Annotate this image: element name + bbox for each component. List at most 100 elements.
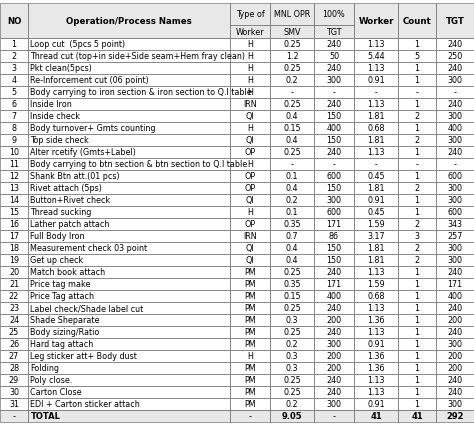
Text: 0.25: 0.25 (283, 64, 301, 73)
Bar (354, 147, 398, 158)
Bar (230, 374, 270, 386)
Bar (270, 135, 314, 147)
Bar (354, 183, 398, 195)
Bar (398, 51, 436, 63)
Text: -: - (374, 88, 377, 97)
Text: 0.25: 0.25 (283, 376, 301, 385)
Text: TGT: TGT (326, 28, 342, 37)
Bar (314, 338, 354, 350)
Text: 300: 300 (327, 400, 341, 409)
Bar (398, 242, 436, 254)
Text: H: H (247, 124, 253, 133)
Bar (314, 87, 354, 99)
Text: 13: 13 (9, 184, 19, 193)
Bar (436, 87, 474, 99)
Text: -: - (416, 88, 419, 97)
Bar (270, 39, 314, 51)
Text: 0.15: 0.15 (283, 124, 301, 133)
Text: H: H (247, 352, 253, 361)
Text: 2: 2 (414, 112, 419, 121)
Bar (314, 63, 354, 75)
Text: Alter rcetify (Gmts+Label): Alter rcetify (Gmts+Label) (30, 148, 137, 157)
Text: Body carrying to btn section & btn section to Q.I table: Body carrying to btn section & btn secti… (30, 160, 248, 169)
Bar (314, 266, 354, 278)
Bar (0, 302, 28, 314)
Bar (398, 302, 436, 314)
Bar (398, 4, 436, 39)
Bar (436, 195, 474, 207)
Text: 3: 3 (414, 232, 419, 241)
Text: Rivet attach (5ps): Rivet attach (5ps) (30, 184, 102, 193)
Text: 1: 1 (414, 400, 419, 409)
Bar (314, 170, 354, 183)
Bar (230, 254, 270, 266)
Text: 1: 1 (414, 172, 419, 181)
Text: 15: 15 (9, 208, 19, 217)
Bar (270, 147, 314, 158)
Text: 41: 41 (411, 412, 423, 420)
Text: 240: 240 (447, 376, 463, 385)
Text: 600: 600 (327, 208, 341, 217)
Bar (270, 314, 314, 326)
Text: 1.13: 1.13 (367, 100, 385, 109)
Bar (28, 207, 230, 219)
Bar (314, 207, 354, 219)
Bar (398, 410, 436, 422)
Bar (230, 219, 270, 230)
Text: 1: 1 (414, 208, 419, 217)
Bar (436, 302, 474, 314)
Bar (398, 99, 436, 111)
Text: 0.25: 0.25 (283, 388, 301, 397)
Text: Match book attach: Match book attach (30, 268, 106, 277)
Text: 0.45: 0.45 (367, 208, 385, 217)
Text: 1: 1 (414, 100, 419, 109)
Bar (0, 338, 28, 350)
Text: 0.68: 0.68 (367, 292, 385, 301)
Bar (398, 147, 436, 158)
Bar (270, 51, 314, 63)
Text: 240: 240 (327, 40, 342, 49)
Text: 400: 400 (327, 292, 341, 301)
Bar (0, 362, 28, 374)
Bar (28, 350, 230, 362)
Text: 300: 300 (447, 400, 463, 409)
Bar (436, 254, 474, 266)
Text: 16: 16 (9, 220, 19, 229)
Bar (398, 170, 436, 183)
Bar (354, 398, 398, 410)
Bar (230, 362, 270, 374)
Text: H: H (247, 40, 253, 49)
Bar (28, 314, 230, 326)
Text: QI: QI (246, 256, 255, 265)
Bar (354, 386, 398, 398)
Bar (314, 51, 354, 63)
Bar (314, 350, 354, 362)
Bar (314, 26, 354, 39)
Bar (354, 75, 398, 87)
Text: 400: 400 (327, 124, 341, 133)
Text: 150: 150 (327, 244, 342, 253)
Bar (398, 183, 436, 195)
Bar (28, 123, 230, 135)
Bar (354, 362, 398, 374)
Text: Button+Rivet check: Button+Rivet check (30, 196, 111, 205)
Bar (398, 75, 436, 87)
Text: -: - (12, 412, 16, 420)
Bar (314, 147, 354, 158)
Bar (0, 195, 28, 207)
Bar (270, 242, 314, 254)
Bar (0, 135, 28, 147)
Text: SMV: SMV (283, 28, 301, 37)
Bar (230, 87, 270, 99)
Text: QI: QI (246, 196, 255, 205)
Text: 300: 300 (447, 136, 463, 145)
Bar (270, 278, 314, 290)
Text: 1.59: 1.59 (367, 280, 385, 289)
Text: 240: 240 (327, 388, 342, 397)
Bar (354, 158, 398, 170)
Text: H: H (247, 88, 253, 97)
Bar (230, 123, 270, 135)
Text: 1: 1 (414, 196, 419, 205)
Bar (270, 195, 314, 207)
Bar (0, 87, 28, 99)
